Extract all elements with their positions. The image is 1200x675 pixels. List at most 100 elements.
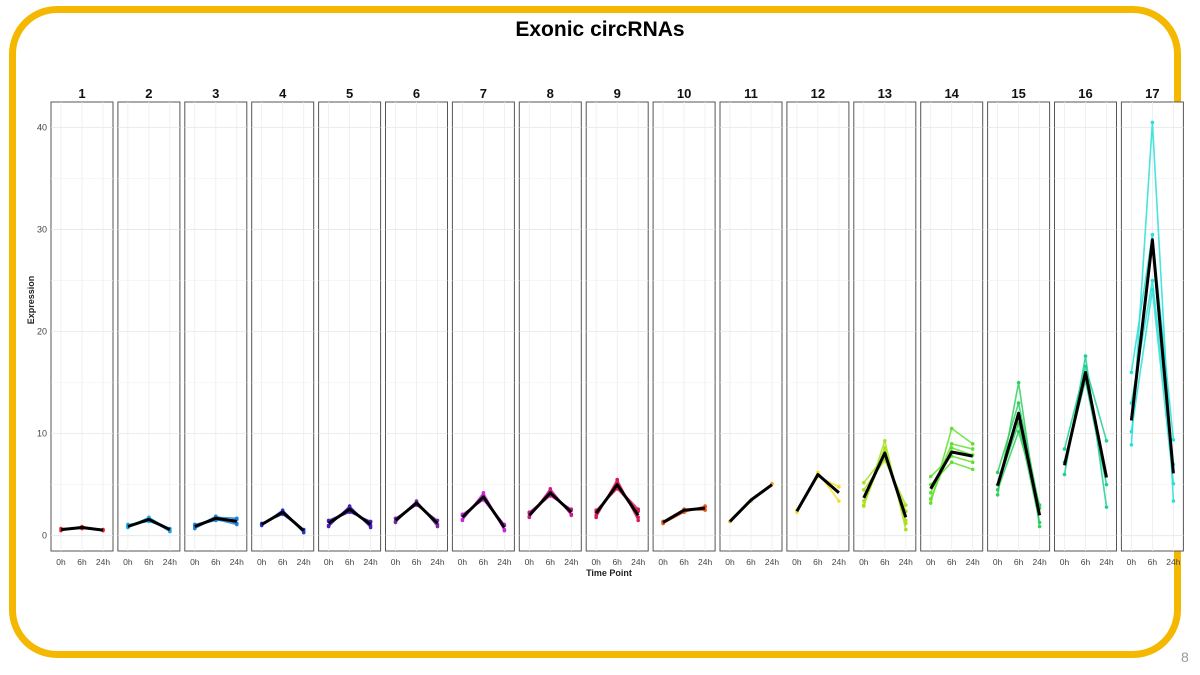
panel-13-x-tick-2: 24h <box>899 557 913 567</box>
panel-4-x-tick-0: 0h <box>257 557 267 567</box>
panel-12-series-0-point-2 <box>837 499 841 503</box>
panel-6-label: 6 <box>413 86 420 101</box>
slide-number: 8 <box>1181 649 1189 665</box>
panel-8-label: 8 <box>547 86 554 101</box>
panel-7-series-2-point-2 <box>502 527 507 532</box>
panel-17-series-1-point-2 <box>1171 437 1176 442</box>
panel-9-series-2-point-1 <box>615 479 619 484</box>
panel-11-x-tick-0: 0h <box>725 557 735 567</box>
panel-11-mean-line <box>728 483 773 523</box>
panel-17-series-0-point-1 <box>1150 120 1155 125</box>
panel-7-series-2-point-0 <box>460 517 465 522</box>
panel-8-series-2-point-2 <box>569 512 574 517</box>
panel-5-x-tick-1: 6h <box>345 557 355 567</box>
panel-3-x-tick-0: 0h <box>190 557 200 567</box>
panel-13-series-4-point-0 <box>862 503 866 507</box>
panel-15-x-tick-2: 24h <box>1033 557 1047 567</box>
panel-17-x-tick-2: 24h <box>1166 557 1180 567</box>
panel-14-series-3-point-2 <box>970 460 975 465</box>
panel-9-series-0-point-2 <box>636 518 640 523</box>
panel-13-x-tick-1: 6h <box>880 557 890 567</box>
panel-15-label: 15 <box>1011 86 1025 101</box>
panel-4-x-tick-2: 24h <box>297 557 311 567</box>
chart-title: Exonic circRNAs <box>515 18 685 41</box>
panel-7-x-tick-1: 6h <box>479 557 489 567</box>
panel-13-series-2-point-1 <box>883 446 887 450</box>
panel-2-label: 2 <box>145 86 152 101</box>
panel-14-series-2-point-0 <box>928 491 933 495</box>
panel-9-series-2-point-2 <box>636 515 640 520</box>
panel-12-mean-line <box>795 473 840 512</box>
panel-9-label: 9 <box>614 86 621 101</box>
panel-5-x-tick-2: 24h <box>364 557 378 567</box>
panel-3-series-2-point-2 <box>235 516 239 521</box>
panel-2-x-tick-1: 6h <box>144 557 154 567</box>
panel-17-label: 17 <box>1145 86 1159 101</box>
panel-10-x-tick-2: 24h <box>698 557 712 567</box>
panel-16-series-1-point-0 <box>1062 447 1067 451</box>
panel-6-x-tick-2: 24h <box>430 557 444 567</box>
panel-16-x-tick-0: 0h <box>1060 557 1070 567</box>
panel-9-series-3-point-2 <box>636 507 640 511</box>
panel-14-x-tick-2: 24h <box>966 557 980 567</box>
panel-16-label: 16 <box>1078 86 1092 101</box>
y-tick-label-1: 10 <box>37 429 47 439</box>
panel-15-series-0-point-0 <box>995 493 1000 497</box>
panel-17-series-0-point-0 <box>1129 443 1134 447</box>
panel-12-x-tick-1: 6h <box>813 557 823 567</box>
panel-1-x-tick-2: 24h <box>96 557 110 567</box>
panel-3-label: 3 <box>212 86 219 101</box>
panel-14-series-3-point-0 <box>928 474 933 479</box>
panel-16-x-tick-1: 6h <box>1081 557 1091 567</box>
panel-9-x-tick-1: 6h <box>612 557 622 567</box>
panel-4-series-2-point-2 <box>301 530 306 535</box>
panel-7-x-tick-0: 0h <box>458 557 468 567</box>
panel-16-series-0-point-0 <box>1062 472 1067 477</box>
panel-17-series-2-point-2 <box>1171 481 1176 486</box>
panel-13-series-1-point-2 <box>904 503 908 507</box>
panel-16-series-2-point-2 <box>1104 482 1109 487</box>
panel-10-label: 10 <box>677 86 691 101</box>
y-axis-title: Expression <box>26 276 36 325</box>
panel-4-mean-line <box>260 510 305 532</box>
panel-14-series-0-point-2 <box>970 442 975 446</box>
panel-14-series-0-point-0 <box>928 501 933 505</box>
panel-8-mean-line <box>528 491 573 517</box>
panel-14-x-tick-0: 0h <box>926 557 936 567</box>
panel-16-x-tick-2: 24h <box>1099 557 1113 567</box>
y-tick-label-3: 30 <box>37 225 47 235</box>
y-tick-label-4: 40 <box>37 123 47 133</box>
panel-17-series-2-point-0 <box>1129 429 1134 434</box>
panel-12-x-tick-0: 0h <box>792 557 802 567</box>
panel-7-x-tick-2: 24h <box>497 557 511 567</box>
panel-5-x-tick-0: 0h <box>324 557 334 567</box>
panel-13-series-2-point-2 <box>904 521 908 526</box>
panel-14-series-4-point-1 <box>949 446 954 450</box>
panel-14-series-2-point-1 <box>949 442 954 446</box>
panel-4-label: 4 <box>279 86 287 101</box>
panel-15-series-0-point-2 <box>1037 524 1042 529</box>
panel-5-mean-line <box>327 507 372 526</box>
panel-15-series-3-point-0 <box>995 487 1000 492</box>
panel-9-x-tick-0: 0h <box>591 557 601 567</box>
y-tick-label-0: 0 <box>42 531 47 541</box>
panel-15-series-0-point-1 <box>1016 380 1021 385</box>
panel-9-x-tick-2: 24h <box>631 557 645 567</box>
panel-7-mean-line <box>461 495 506 529</box>
panel-6-x-tick-1: 6h <box>412 557 422 567</box>
panel-11-label: 11 <box>744 86 758 101</box>
panel-8-x-tick-0: 0h <box>525 557 535 567</box>
panel-13-label: 13 <box>878 86 892 101</box>
panel-13-series-0-point-1 <box>883 438 887 443</box>
panel-13-series-0-point-2 <box>904 527 908 532</box>
panel-16-series-1-point-2 <box>1104 438 1109 443</box>
panel-17-series-0-point-2 <box>1171 499 1176 503</box>
panel-14-series-2-point-2 <box>970 447 975 451</box>
panel-4-x-tick-1: 6h <box>278 557 288 567</box>
panel-3-x-tick-2: 24h <box>230 557 244 567</box>
panel-14-series-0-point-1 <box>949 426 954 431</box>
panel-15-series-3-point-1 <box>1016 429 1021 434</box>
panel-1-label: 1 <box>78 86 85 101</box>
panel-2-x-tick-0: 0h <box>123 557 133 567</box>
